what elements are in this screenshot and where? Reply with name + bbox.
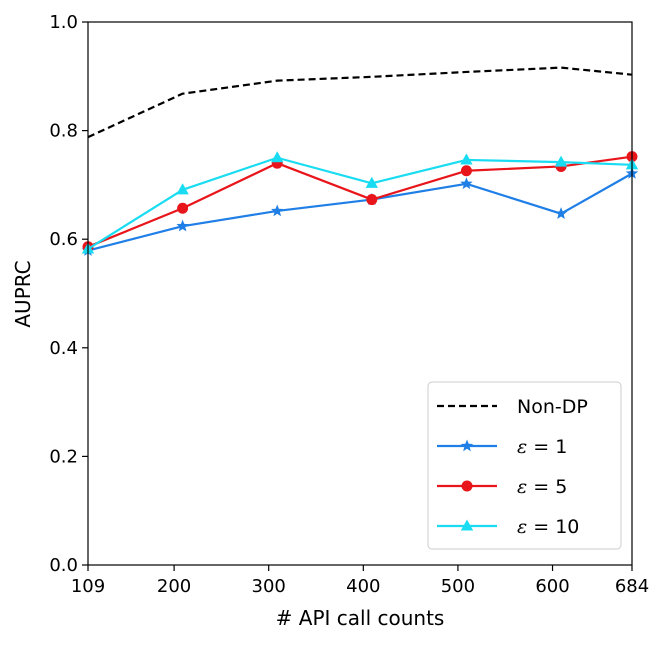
- legend-entries: Non-DP ε = 1 ε = 5 ε = 10: [437, 396, 588, 538]
- series-line-epsilon-1: [87, 172, 633, 252]
- x-tick-label: 600: [535, 576, 569, 597]
- ticks-layer: 109 200 300 400 500 600 684 0.0 0.2 0.4 0.6 0.8 1.0: [49, 12, 649, 597]
- series-line-non-dp: [87, 66, 633, 139]
- legend-box: [427, 381, 622, 550]
- series-layer: [81, 66, 639, 256]
- legend-item-epsilon-5: ε = 5: [437, 476, 567, 498]
- data-point-epsilon-1: [460, 177, 473, 190]
- y-tick-label: 1.0: [49, 12, 78, 33]
- legend-label-epsilon-10: ε = 10: [517, 516, 579, 538]
- y-tick-label: 0.8: [49, 121, 78, 142]
- y-tick-label: 0.4: [49, 338, 78, 359]
- x-tick-label: 684: [615, 576, 649, 597]
- legend-label-epsilon-5: ε = 5: [517, 476, 567, 498]
- y-tick-label: 0.2: [49, 446, 78, 467]
- data-point-epsilon-5: [177, 202, 189, 214]
- series-non-dp: [87, 66, 633, 139]
- legend-marker-epsilon-10: [460, 519, 474, 531]
- data-point-epsilon-10: [554, 155, 568, 167]
- x-tick-label: 109: [71, 576, 105, 597]
- y-axis-title: AUPRC: [11, 260, 35, 327]
- plot-frame: [87, 21, 633, 566]
- x-tick-label: 200: [157, 576, 191, 597]
- legend: Non-DP ε = 1 ε = 5 ε = 10: [427, 381, 622, 550]
- data-point-epsilon-1: [554, 207, 568, 219]
- legend-marker-epsilon-1: [460, 439, 474, 452]
- series-line-epsilon-10: [87, 156, 633, 250]
- data-point-epsilon-1: [271, 204, 284, 217]
- data-point-epsilon-1: [176, 219, 189, 232]
- x-tick-label: 300: [252, 576, 286, 597]
- y-tick-label: 0.0: [49, 555, 78, 576]
- data-point-epsilon-10: [271, 151, 284, 163]
- x-tick-label: 400: [346, 576, 380, 597]
- legend-item-epsilon-1: ε = 1: [437, 436, 567, 458]
- data-point-epsilon-10: [176, 183, 189, 195]
- y-tick-label: 0.6: [49, 229, 78, 250]
- legend-label-epsilon-1: ε = 1: [517, 436, 567, 458]
- data-point-epsilon-10: [460, 153, 473, 165]
- x-tick-label: 500: [441, 576, 475, 597]
- legend-label-non-dp: Non-DP: [517, 396, 588, 418]
- data-point-epsilon-5: [460, 165, 472, 177]
- legend-marker-epsilon-5: [461, 480, 473, 492]
- data-point-epsilon-10: [365, 176, 379, 188]
- data-point-epsilon-5: [366, 194, 378, 206]
- legend-item-epsilon-10: ε = 10: [437, 516, 579, 538]
- x-axis-title: # API call counts: [276, 606, 445, 630]
- legend-item-non-dp: Non-DP: [437, 396, 588, 418]
